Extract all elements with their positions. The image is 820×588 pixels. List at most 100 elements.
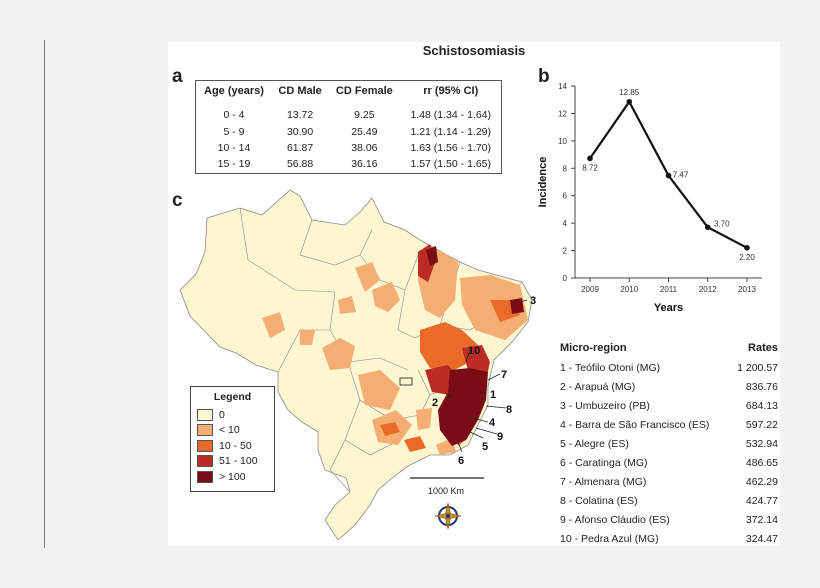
cell-female: 38.06 — [351, 141, 378, 154]
y-tick-label: 4 — [563, 219, 568, 228]
legend-title: Legend — [213, 391, 252, 403]
micro-region-header: Micro-region Rates — [560, 342, 778, 358]
data-label: 7.47 — [673, 171, 689, 180]
incidence-line-chart: 0 2 4 6 8 10 12 14 2009 2010 2011 2012 2013 8.72 12.85… — [537, 82, 762, 314]
micro-region-rate: 1 200.57 — [737, 361, 778, 374]
panel-label-b: b — [538, 66, 550, 87]
micro-region-row: 2 - Arapuá (MG) 836.76 — [560, 377, 778, 396]
micro-region-row: 10 - Pedra Azul (MG) 324.47 — [560, 529, 778, 548]
data-point — [587, 155, 593, 162]
micro-region-rate: 684.13 — [745, 399, 778, 412]
header-cd-male: CD Male — [278, 85, 322, 97]
data-label: 12.85 — [619, 88, 640, 97]
y-tick-label: 2 — [563, 247, 568, 256]
header-age: Age (years) — [204, 85, 264, 97]
region-label-3: 3 — [530, 295, 536, 307]
micro-region-name: 3 - Umbuzeiro (PB) — [560, 399, 650, 412]
region-number-labels: 1 2 3 4 5 6 7 8 9 10 — [432, 295, 536, 467]
data-point — [704, 224, 711, 231]
micro-region-name: 7 - Almenara (MG) — [560, 475, 647, 488]
table-row: 15 - 19 56.88 36.16 1.57 (1.50 - 1.65) — [196, 157, 502, 174]
y-axis-title: Incidence — [537, 157, 549, 208]
micro-region-rate: 372.14 — [745, 513, 778, 526]
region-label-2: 2 — [432, 397, 438, 409]
legend-swatch — [197, 455, 213, 468]
y-tick-label: 14 — [558, 82, 567, 91]
cell-female: 36.16 — [351, 158, 378, 171]
map-outline-marker — [399, 377, 413, 386]
micro-region-header-rate: Rates — [748, 342, 778, 354]
cell-rr: 1.21 (1.14 - 1.29) — [410, 125, 492, 138]
map-legend: Legend 0 < 10 10 - 50 51 - 100 > 100 — [190, 386, 275, 492]
legend-label: 51 - 100 — [219, 455, 258, 468]
header-cd-female: CD Female — [335, 85, 393, 97]
micro-region-row: 1 - Teófilo Otoni (MG) 1 200.57 — [560, 358, 778, 377]
region-label-1: 1 — [490, 389, 496, 401]
micro-region-name: 9 - Afonso Cláudio (ES) — [560, 513, 670, 526]
region-label-7: 7 — [501, 369, 507, 381]
micro-region-name: 6 - Caratinga (MG) — [560, 456, 648, 469]
cell-rr: 1.63 (1.56 - 1.70) — [410, 141, 492, 154]
data-point — [665, 172, 672, 179]
data-point — [744, 245, 750, 251]
micro-region-row: 9 - Afonso Cláudio (ES) 372.14 — [560, 510, 778, 529]
x-tick-label: 2012 — [699, 285, 717, 294]
cell-age: 15 - 19 — [217, 158, 251, 171]
legend-label: 0 — [219, 408, 225, 421]
x-tick-label: 2011 — [660, 285, 678, 294]
micro-region-name: 8 - Colatina (ES) — [560, 494, 638, 507]
micro-region-rate: 486.65 — [745, 456, 778, 469]
x-axis-title: Years — [654, 302, 683, 314]
x-tick-label: 2013 — [738, 285, 756, 294]
cell-male: 56.88 — [286, 158, 314, 171]
y-tick-label: 10 — [558, 137, 567, 146]
micro-region-row: 3 - Umbuzeiro (PB) 684.13 — [560, 396, 778, 415]
header-rr: rr (95% CI) — [423, 85, 479, 97]
region-label-6: 6 — [458, 455, 464, 467]
cell-rr: 1.57 (1.50 - 1.65) — [410, 158, 492, 171]
micro-region-rate: 836.76 — [745, 380, 778, 393]
table-row: 0 - 4 13.72 9.25 1.48 (1.34 - 1.64) — [196, 105, 502, 124]
cell-age: 0 - 4 — [223, 108, 245, 121]
micro-region-rate: 424.77 — [745, 494, 778, 507]
micro-region-name: 5 - Alegre (ES) — [560, 437, 629, 450]
region-label-9: 9 — [497, 431, 503, 443]
micro-region-rate: 324.47 — [745, 532, 778, 545]
region-label-4: 4 — [489, 417, 496, 429]
micro-region-table: Micro-region Rates 1 - Teófilo Otoni (MG… — [560, 342, 778, 548]
table-row: 5 - 9 30.90 25.49 1.21 (1.14 - 1.29) — [196, 124, 502, 140]
cell-age: 10 - 14 — [217, 141, 251, 154]
region-label-5: 5 — [482, 441, 488, 453]
region-label-10: 10 — [468, 345, 480, 357]
cell-female: 25.49 — [351, 125, 378, 138]
legend-item: > 100 — [191, 469, 274, 485]
legend-label: > 100 — [219, 470, 246, 483]
data-label: 8.72 — [582, 163, 598, 172]
legend-swatch — [197, 424, 213, 437]
age-table-header: Age (years) CD Male CD Female rr (95% CI… — [196, 81, 502, 106]
legend-swatch — [197, 408, 213, 421]
y-tick-label: 8 — [563, 164, 568, 173]
cell-male: 30.90 — [286, 125, 314, 138]
micro-region-name: 2 - Arapuá (MG) — [560, 380, 636, 393]
legend-item: < 10 — [191, 423, 274, 439]
cell-male: 13.72 — [286, 108, 314, 121]
micro-region-name: 1 - Teófilo Otoni (MG) — [560, 361, 661, 374]
table-row: 10 - 14 61.87 38.06 1.63 (1.56 - 1.70) — [196, 140, 502, 156]
micro-region-row: 4 - Barra de São Francisco (ES) 597.22 — [560, 415, 778, 434]
legend-swatch — [197, 439, 213, 452]
legend-label: < 10 — [219, 424, 240, 437]
panel-label-a: a — [172, 66, 183, 87]
region-leader-lines — [445, 299, 528, 453]
micro-region-name: 4 - Barra de São Francisco (ES) — [560, 418, 710, 431]
scale-label: 1000 Km — [428, 486, 464, 496]
micro-region-rate: 532.94 — [745, 437, 778, 450]
data-point — [626, 98, 633, 105]
micro-region-header-name: Micro-region — [560, 342, 627, 354]
micro-region-row: 6 - Caratinga (MG) 486.65 — [560, 453, 778, 472]
legend-item: 0 — [191, 407, 274, 423]
y-tick-label: 12 — [558, 109, 567, 118]
data-label: 3.70 — [714, 219, 730, 228]
brazil-map: 1 2 3 4 5 6 7 8 9 10 1000 Km — [179, 190, 536, 541]
compass-icon — [434, 502, 462, 530]
